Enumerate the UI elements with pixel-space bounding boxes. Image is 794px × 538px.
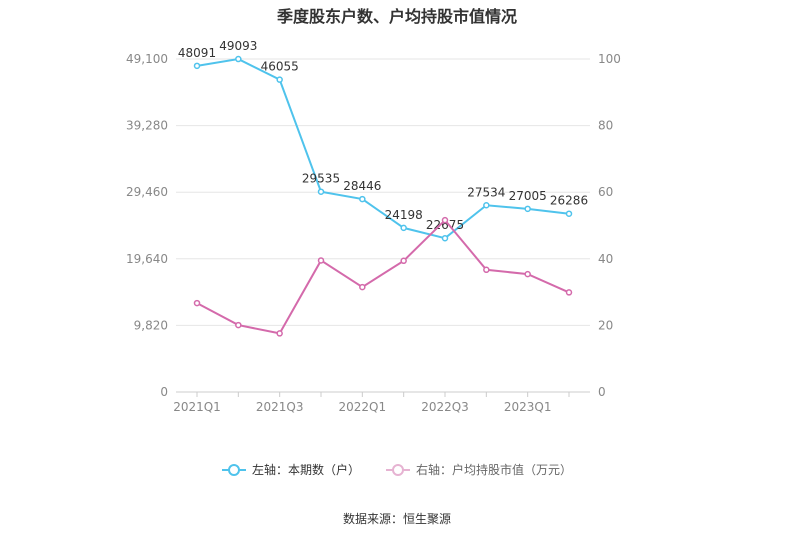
legend-swatch-avg-value <box>386 463 410 477</box>
data-point-avg-value <box>359 283 366 291</box>
data-point-households <box>400 224 407 232</box>
y-right-tick-label: 0 <box>598 385 606 399</box>
data-point-avg-value <box>524 270 531 278</box>
x-tick-label: 2021Q3 <box>256 400 304 414</box>
data-point-avg-value <box>317 257 325 264</box>
data-point-households <box>441 234 449 242</box>
data-point-households <box>524 205 531 213</box>
x-tick-label: 2022Q1 <box>339 400 387 414</box>
data-label-households: 27005 <box>509 189 547 203</box>
data-point-avg-value <box>441 216 449 224</box>
data-label-households: 28446 <box>343 179 381 193</box>
y-right-tick-label: 60 <box>598 185 613 199</box>
data-point-avg-value <box>565 289 573 296</box>
data-point-avg-value <box>276 330 283 337</box>
legend: 左轴：本期数（户） 右轴：户均持股市值（万元） <box>0 461 794 478</box>
y-left-tick-label: 29,460 <box>126 185 168 199</box>
data-label-households: 49093 <box>219 39 257 53</box>
series-line-avg-value <box>196 218 570 335</box>
data-point-avg-value <box>400 257 407 265</box>
legend-item-households[interactable]: 左轴：本期数（户） <box>221 461 360 478</box>
legend-item-avg-value[interactable]: 右轴：户均持股市值（万元） <box>386 461 572 478</box>
source-note: 数据来源：恒生聚源 <box>342 512 451 526</box>
chart-title: 季度股东户数、户均持股市值情况 <box>276 7 517 26</box>
x-tick-label: 2022Q3 <box>421 400 469 414</box>
y-right-tick-label: 20 <box>598 318 613 332</box>
y-left-tick-label: 0 <box>160 385 168 399</box>
data-point-avg-value <box>235 321 242 329</box>
legend-label-households: 左轴：本期数（户） <box>251 463 360 477</box>
legend-label-avg-value: 右轴：户均持股市值（万元） <box>416 463 573 477</box>
x-tick-label: 2023Q1 <box>504 400 552 414</box>
y-left-tick-label: 19,640 <box>126 252 168 266</box>
y-left-tick-label: 49,100 <box>126 52 168 66</box>
data-point-avg-value <box>193 299 201 307</box>
data-point-households <box>565 210 573 217</box>
data-label-households: 26286 <box>550 194 588 208</box>
y-left-tick-label: 9,820 <box>134 318 168 332</box>
data-label-households: 24198 <box>385 208 423 222</box>
x-tick-label: 2021Q1 <box>173 400 221 414</box>
data-point-households <box>317 188 325 195</box>
data-point-households <box>276 76 283 83</box>
y-left-tick-label: 39,280 <box>126 119 168 133</box>
data-label-households: 48091 <box>178 46 216 60</box>
series-line-households <box>196 58 570 240</box>
legend-swatch-households <box>221 463 246 477</box>
data-point-avg-value <box>483 266 490 274</box>
y-right-tick-label: 40 <box>598 252 613 266</box>
data-point-households <box>483 202 490 209</box>
y-right-tick-label: 100 <box>598 52 621 66</box>
data-label-households: 27534 <box>467 185 505 199</box>
data-point-households <box>193 62 201 70</box>
data-label-households: 29535 <box>302 172 340 186</box>
data-point-households <box>359 195 366 203</box>
data-point-households <box>235 55 242 63</box>
data-label-households: 46055 <box>261 60 299 74</box>
y-right-tick-label: 80 <box>598 119 613 133</box>
